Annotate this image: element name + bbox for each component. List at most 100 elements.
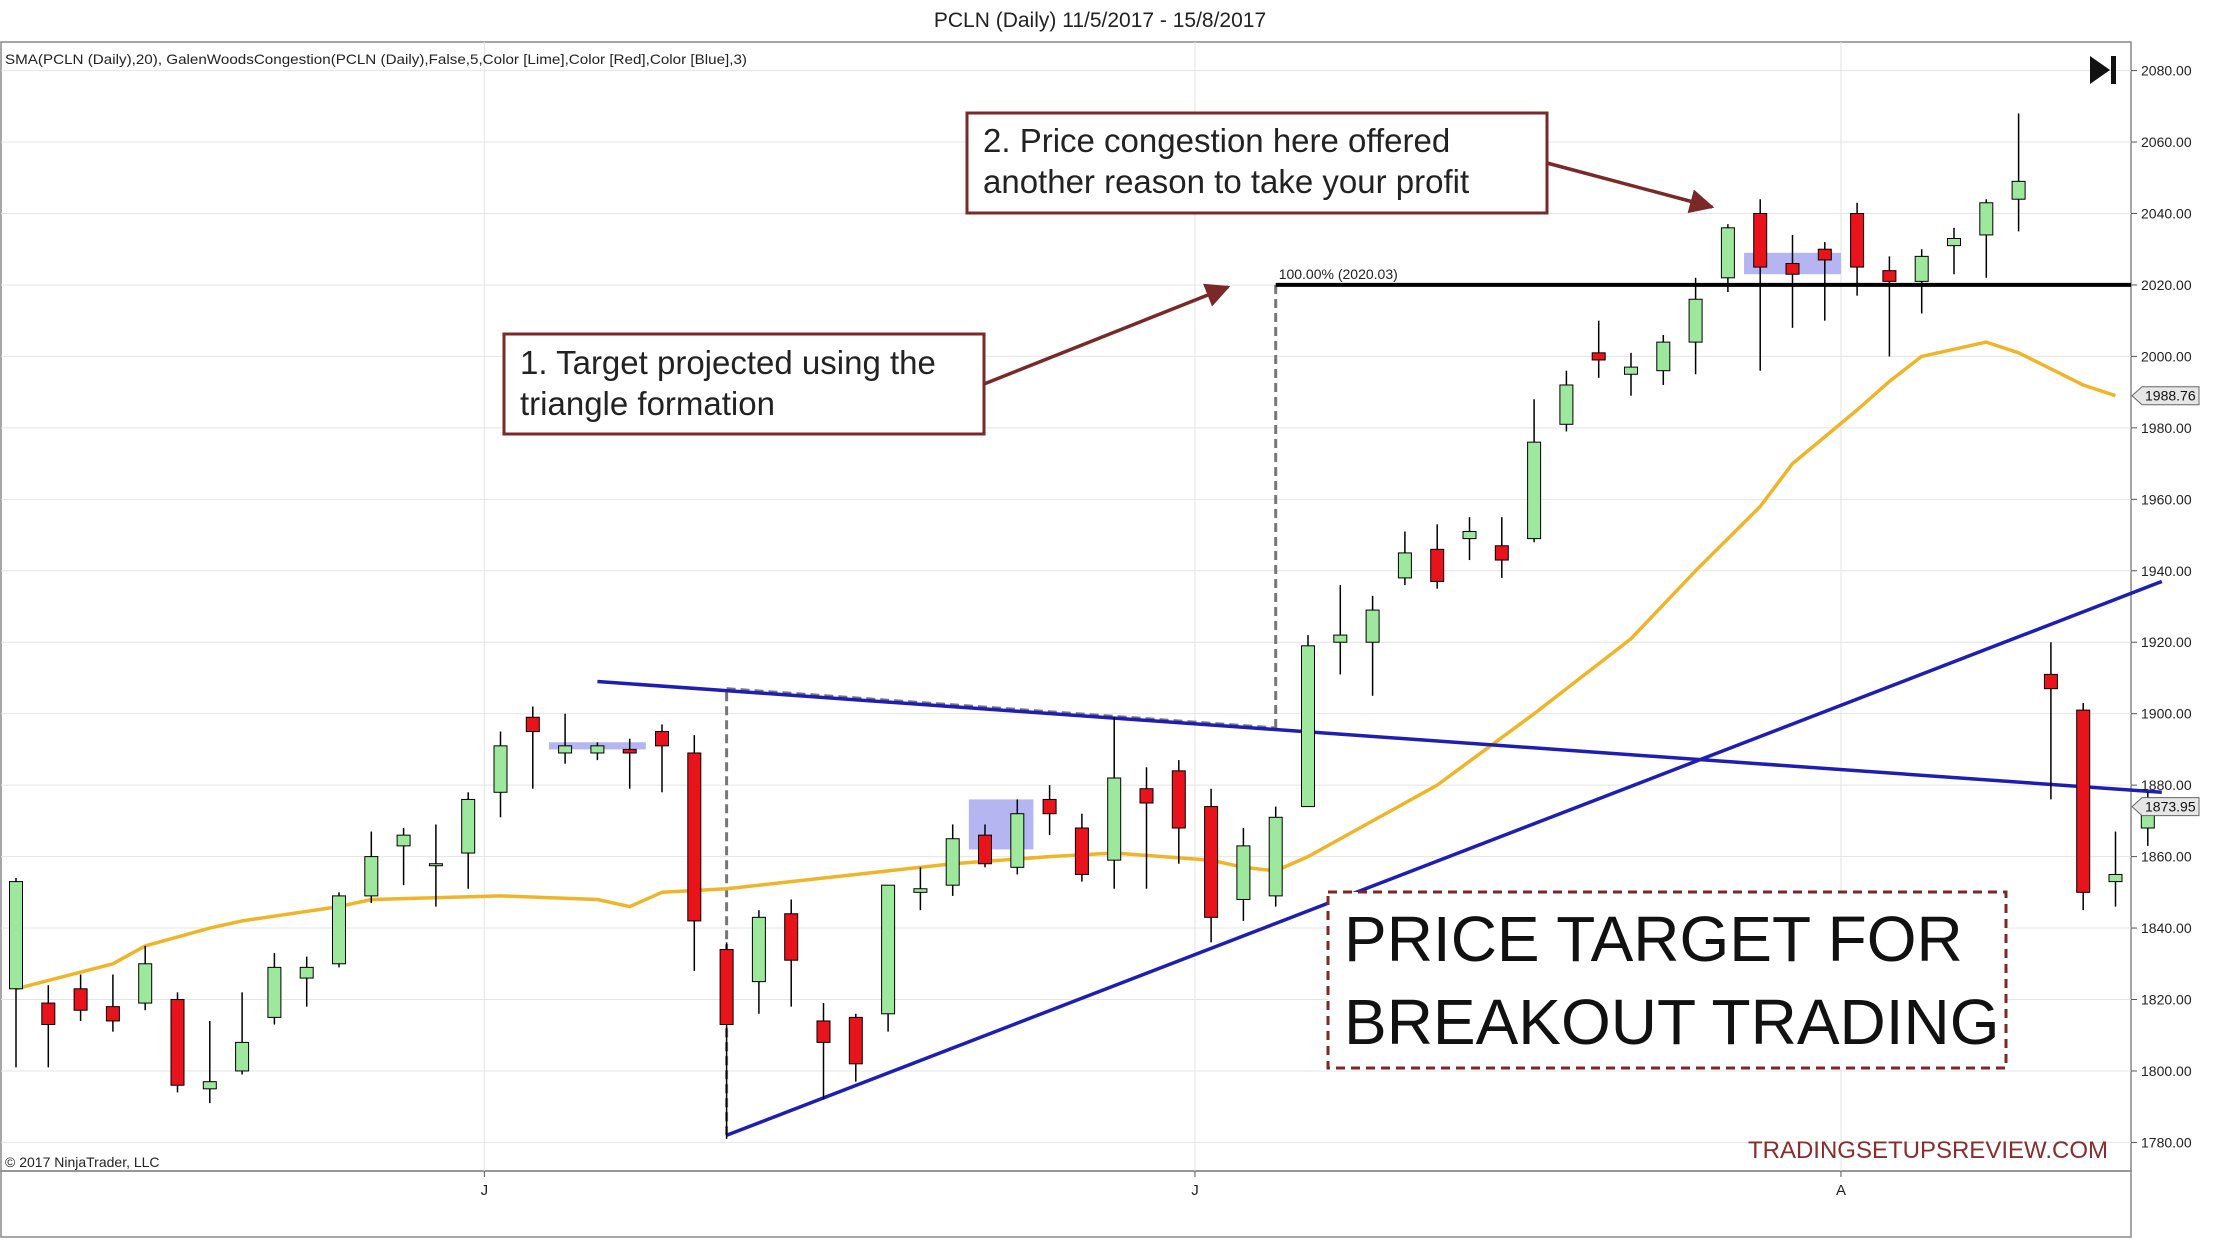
candle (945, 824, 960, 896)
candle (9, 878, 23, 1068)
candle-body (1042, 798, 1057, 815)
headline-line2: BREAKOUT TRADING (1344, 986, 2000, 1058)
last-price-value-tag (2131, 797, 2200, 817)
candle-body (590, 745, 605, 754)
candle-body (1268, 816, 1283, 897)
candle (525, 706, 540, 789)
candle-body (1171, 770, 1186, 829)
upper-triangle-line (597, 679, 2162, 795)
bottom-bar-frame (0, 1170, 2132, 1238)
candle (751, 910, 766, 1014)
skip-to-end-icon[interactable] (2082, 52, 2120, 86)
copyright-label: © 2017 NinjaTrader, LLC (5, 1154, 160, 1170)
candles (9, 113, 2155, 1139)
congestion-callout: 2. Price congestion here offered another… (965, 111, 1715, 215)
candle-body (945, 838, 960, 886)
candle (493, 731, 508, 818)
candle-body (816, 1020, 831, 1043)
candle (1107, 717, 1122, 889)
candle (1042, 785, 1057, 836)
candle (1947, 227, 1961, 275)
candle-body (1430, 548, 1445, 582)
price-tick-label: 1960.00 (2141, 491, 2192, 507)
candle (235, 992, 250, 1075)
candle-body (1010, 813, 1025, 868)
price-tick-label: 1880.00 (2141, 777, 2192, 793)
sma-last-value-text: 1988.76 (2145, 388, 2196, 404)
target-callout-box (502, 332, 986, 436)
candle (1850, 202, 1865, 296)
candle-body (1688, 298, 1703, 343)
candle-body (1817, 248, 1832, 261)
candle (687, 735, 702, 971)
candle-body (655, 731, 669, 747)
candle (913, 867, 928, 911)
candle (1074, 813, 1089, 882)
candle-body (9, 881, 23, 990)
target-callout: 1. Target projected using the triangle f… (502, 283, 1231, 436)
candle-body (1494, 545, 1509, 561)
candle-body (235, 1041, 250, 1072)
candle (1624, 352, 1638, 396)
candle-body (299, 966, 314, 979)
indicator-label: SMA(PCLN (Daily),20), GalenWoodsCongesti… (5, 51, 747, 67)
candle (170, 992, 185, 1093)
candle-body (170, 999, 185, 1086)
candle (1010, 799, 1025, 875)
candle-body (2043, 673, 2058, 690)
lower-triangle-line (725, 579, 2163, 1137)
congestion-callout-line1: 2. Price congestion here offered (983, 122, 1450, 159)
candle (1236, 828, 1251, 921)
last-price-value: 1873.95 (2131, 797, 2200, 817)
candle (1720, 224, 1735, 293)
candle-body (525, 716, 540, 733)
candle-body (913, 888, 928, 893)
target-line-group: 100.00% (2020.03) (1275, 266, 2131, 287)
price-tick-label: 1940.00 (2141, 563, 2192, 579)
candle (558, 713, 573, 764)
candle (1397, 531, 1412, 586)
candle-body (978, 834, 992, 865)
candle-body (881, 884, 896, 1015)
candle-body (1107, 777, 1122, 861)
candle (881, 884, 896, 1032)
price-tick-label: 1980.00 (2141, 420, 2192, 436)
candle-body (1914, 255, 1929, 282)
candle (1268, 806, 1283, 907)
candle (1171, 760, 1186, 864)
candle-body (428, 863, 443, 867)
candle (299, 956, 314, 1007)
candle (267, 953, 282, 1025)
candle-body (1720, 227, 1735, 279)
candle-body (1882, 270, 1897, 282)
candle-body (2011, 180, 2026, 200)
target-callout-arrow (983, 283, 1231, 386)
candle-body (1947, 238, 1961, 247)
candle-body (105, 1006, 120, 1022)
candle (1204, 788, 1219, 943)
target-callout-line2: triangle formation (520, 385, 775, 422)
candle (1430, 524, 1445, 589)
candle-body (332, 895, 346, 965)
candle (1656, 334, 1671, 385)
price-axis: 1780.00 1800.00 1820.00 1840.00 1860.00 1880.… (2131, 63, 2200, 1150)
price-tick-label: 1860.00 (2141, 849, 2192, 865)
candle (1301, 635, 1315, 808)
candle (202, 1020, 217, 1104)
candle-body (1204, 806, 1219, 918)
candle-body (138, 963, 153, 1004)
candle (784, 899, 799, 1007)
candle (1494, 517, 1509, 578)
chart-title: PCLN (Daily) 11/5/2017 - 15/8/2017 (934, 9, 1266, 32)
candle (73, 974, 88, 1021)
candle-body (1624, 366, 1638, 375)
candle-body (202, 1081, 217, 1090)
candle-body (751, 916, 766, 983)
price-tick-label: 2020.00 (2141, 277, 2192, 293)
candle-body (1785, 263, 1800, 275)
candle (848, 1013, 863, 1082)
candle (590, 742, 605, 761)
candle-body (41, 1002, 56, 1026)
candle-body (267, 966, 282, 1018)
